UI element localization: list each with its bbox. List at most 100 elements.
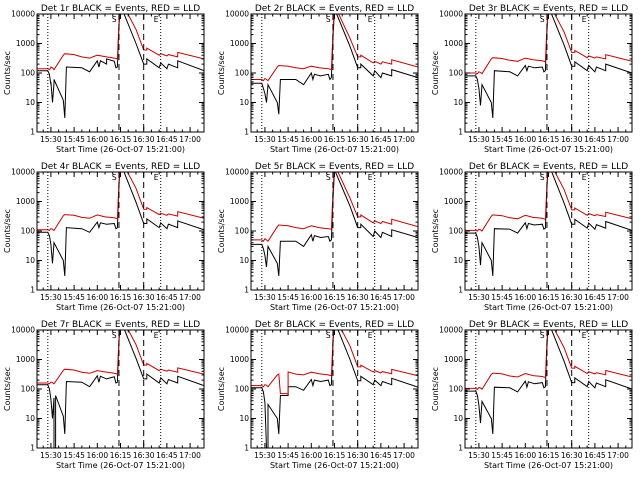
annotation-label: E xyxy=(154,15,159,24)
series-line-lld xyxy=(465,330,632,391)
x-tick-label: 16:00 xyxy=(514,293,536,302)
plot-frame xyxy=(464,171,633,291)
x-axis-label: Start Time (26-Oct-07 15:21:00) xyxy=(56,303,185,312)
x-tick-label: 16:45 xyxy=(584,451,606,460)
x-tick-label: 15:45 xyxy=(277,293,299,302)
x-tick-label: 15:30 xyxy=(40,135,62,144)
chart-title: Det 8r BLACK = Events, RED = LLD xyxy=(255,320,414,330)
x-tick-label: 15:45 xyxy=(491,293,513,302)
y-tick-label: 10000 xyxy=(439,10,463,19)
y-tick-label: 1 xyxy=(244,128,249,137)
x-tick-label: 16:30 xyxy=(561,135,583,144)
y-tick-label: 100 xyxy=(449,385,464,394)
series-line-events xyxy=(37,14,204,118)
annotation-label: S xyxy=(112,15,117,24)
plot-frame xyxy=(36,171,205,291)
y-tick-label: 100 xyxy=(235,385,250,394)
plot-frame xyxy=(250,171,419,291)
annotation-label: E xyxy=(582,15,587,24)
y-tick-label: 1000 xyxy=(16,355,35,364)
y-tick-label: 1000 xyxy=(230,39,249,48)
series-line-lld xyxy=(251,14,418,82)
y-axis-label: Counts/sec xyxy=(217,209,226,253)
y-tick-label: 1000 xyxy=(444,355,463,364)
y-tick-label: 10 xyxy=(453,98,463,107)
x-axis-label: Start Time (26-Oct-07 15:21:00) xyxy=(270,303,399,312)
series-line-events xyxy=(465,172,632,276)
x-tick-label: 16:00 xyxy=(514,451,536,460)
series-line-lld xyxy=(37,330,204,385)
series-line-events xyxy=(465,330,632,434)
y-tick-label: 10000 xyxy=(11,168,35,177)
y-tick-label: 100 xyxy=(21,385,36,394)
series-line-events xyxy=(251,330,418,448)
x-tick-label: 16:15 xyxy=(110,135,132,144)
x-tick-label: 16:45 xyxy=(370,135,392,144)
x-tick-label: 17:00 xyxy=(607,293,629,302)
y-tick-label: 100 xyxy=(21,69,36,78)
chart-title: Det 2r BLACK = Events, RED = LLD xyxy=(255,4,414,14)
y-tick-label: 1 xyxy=(458,286,463,295)
y-tick-label: 1000 xyxy=(444,39,463,48)
x-tick-label: 15:30 xyxy=(468,293,490,302)
annotation-label: S xyxy=(540,173,545,182)
annotation-label: E xyxy=(582,173,587,182)
x-tick-label: 17:00 xyxy=(393,451,415,460)
chart-title: Det 1r BLACK = Events, RED = LLD xyxy=(41,4,200,14)
y-axis-label: Counts/sec xyxy=(431,209,440,253)
x-tick-label: 16:45 xyxy=(370,293,392,302)
y-tick-label: 10 xyxy=(239,98,249,107)
y-tick-label: 10000 xyxy=(11,10,35,19)
annotation-label: E xyxy=(368,15,373,24)
y-tick-label: 1000 xyxy=(230,355,249,364)
annotation-label: S xyxy=(112,173,117,182)
series-line-events xyxy=(465,14,632,118)
y-tick-label: 10 xyxy=(25,98,35,107)
x-tick-label: 16:30 xyxy=(561,293,583,302)
annotation-label: E xyxy=(154,331,159,340)
y-tick-label: 10000 xyxy=(11,326,35,335)
x-tick-label: 16:15 xyxy=(324,293,346,302)
y-tick-label: 10 xyxy=(25,414,35,423)
y-tick-label: 10 xyxy=(453,256,463,265)
x-tick-label: 16:15 xyxy=(324,451,346,460)
y-tick-label: 10 xyxy=(239,256,249,265)
x-tick-label: 16:45 xyxy=(156,293,178,302)
x-tick-label: 17:00 xyxy=(179,135,201,144)
x-tick-label: 17:00 xyxy=(393,135,415,144)
annotation-label: S xyxy=(540,15,545,24)
y-axis-label: Counts/sec xyxy=(431,367,440,411)
x-tick-label: 16:00 xyxy=(86,293,108,302)
y-tick-label: 100 xyxy=(235,227,250,236)
annotation-label: E xyxy=(582,331,587,340)
series-line-lld xyxy=(251,172,418,242)
y-tick-label: 10 xyxy=(239,414,249,423)
x-tick-label: 16:00 xyxy=(300,135,322,144)
annotation-label: S xyxy=(540,331,545,340)
x-tick-label: 16:45 xyxy=(584,135,606,144)
series-line-lld xyxy=(465,172,632,232)
x-axis-label: Start Time (26-Oct-07 15:21:00) xyxy=(270,145,399,154)
x-tick-label: 16:15 xyxy=(538,135,560,144)
x-tick-label: 15:30 xyxy=(40,451,62,460)
x-tick-label: 16:15 xyxy=(110,451,132,460)
y-tick-label: 10000 xyxy=(225,326,249,335)
x-axis-label: Start Time (26-Oct-07 15:21:00) xyxy=(484,461,613,470)
annotation-label: E xyxy=(154,173,159,182)
x-axis-label: Start Time (26-Oct-07 15:21:00) xyxy=(56,145,185,154)
x-tick-label: 16:15 xyxy=(110,293,132,302)
x-axis-label: Start Time (26-Oct-07 15:21:00) xyxy=(484,145,613,154)
y-tick-label: 1000 xyxy=(230,197,249,206)
x-tick-label: 16:30 xyxy=(133,451,155,460)
chart-title: Det 3r BLACK = Events, RED = LLD xyxy=(469,4,628,14)
y-tick-label: 1 xyxy=(30,286,35,295)
x-tick-label: 16:30 xyxy=(347,451,369,460)
x-tick-label: 16:30 xyxy=(347,135,369,144)
plot-frame xyxy=(464,13,633,133)
series-line-events xyxy=(37,330,204,448)
y-axis-label: Counts/sec xyxy=(3,51,12,95)
